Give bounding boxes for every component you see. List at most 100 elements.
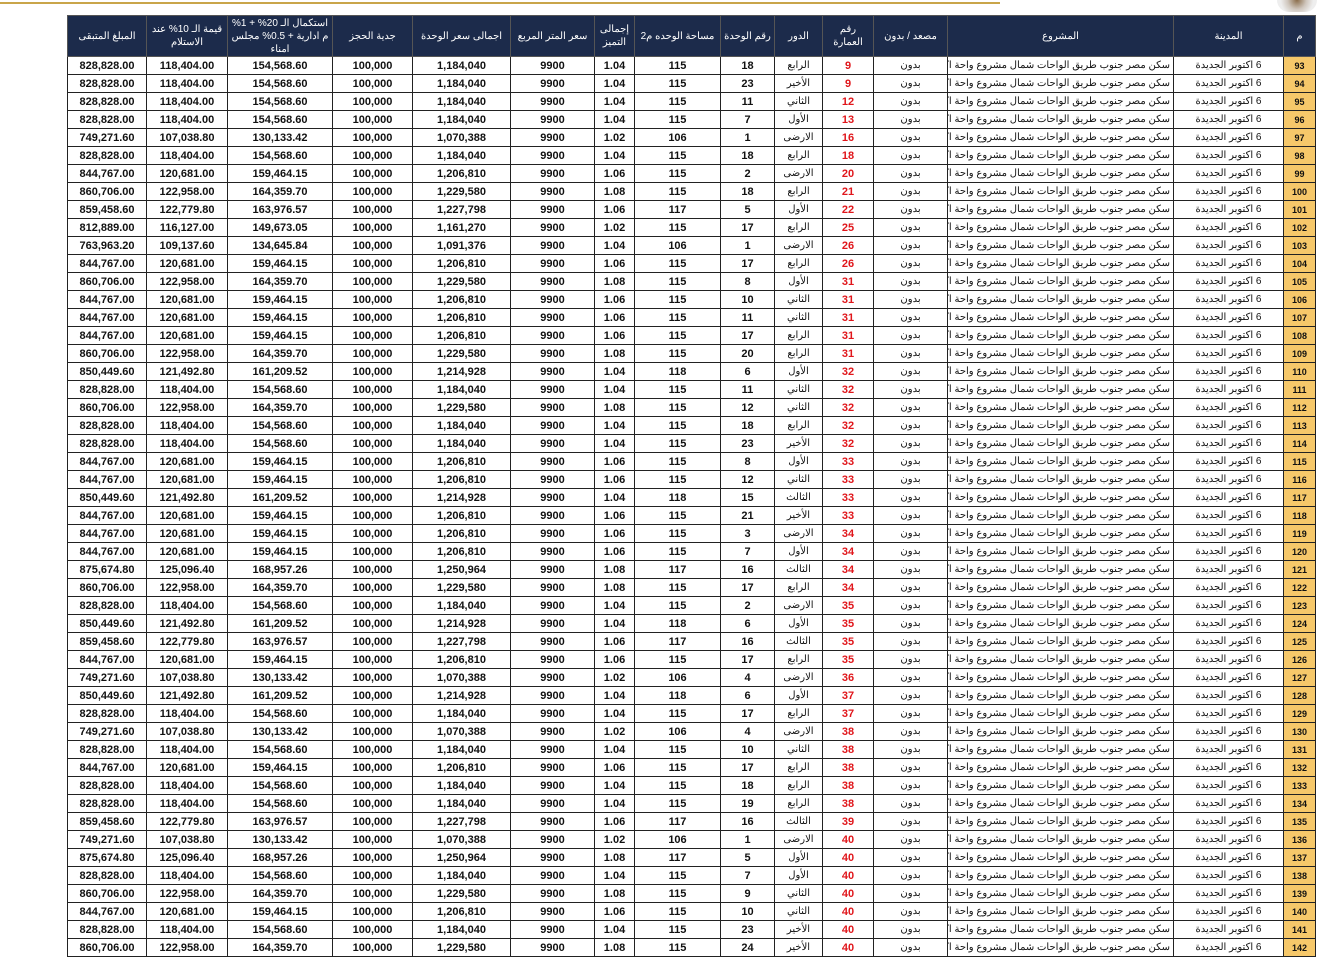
cell-completion-payment[interactable]: 159,464.15	[227, 164, 333, 183]
cell-unit-no[interactable]: 12	[720, 470, 775, 489]
cell-total-unit-price[interactable]: 1,206,810	[412, 524, 511, 543]
cell-elevator[interactable]: بدون	[873, 794, 948, 813]
cell-price-per-meter[interactable]: 9900	[510, 578, 595, 597]
cell-project[interactable]: سكن مصر جنوب طريق الواحات شمال مشروع واح…	[947, 578, 1174, 597]
cell-unit-no[interactable]: 3	[720, 524, 775, 543]
cell-floor[interactable]: الأول	[774, 200, 823, 219]
table-row[interactable]: 136 6 اكتوبر الجديدة سكن مصر جنوب طريق الو…	[67, 830, 1316, 849]
cell-unit-area[interactable]: 115	[634, 164, 721, 183]
cell-total-unit-price[interactable]: 1,184,040	[412, 380, 511, 399]
cell-remaining-amount[interactable]: 859,458.60	[67, 812, 147, 831]
cell-city[interactable]: 6 اكتوبر الجديدة	[1173, 758, 1284, 777]
cell-remaining-amount[interactable]: 850,449.60	[67, 686, 147, 705]
cell-index[interactable]: 98	[1283, 146, 1316, 165]
cell-total-unit-price[interactable]: 1,229,580	[412, 884, 511, 903]
table-row[interactable]: 131 6 اكتوبر الجديدة سكن مصر جنوب طريق الو…	[67, 740, 1316, 759]
cell-premium-factor[interactable]: 1.08	[594, 272, 635, 291]
cell-completion-payment[interactable]: 164,359.70	[227, 578, 333, 597]
cell-booking-deposit[interactable]: 100,000	[332, 596, 413, 615]
cell-floor[interactable]: الأخير	[774, 920, 823, 939]
cell-total-unit-price[interactable]: 1,214,928	[412, 362, 511, 381]
cell-elevator[interactable]: بدون	[873, 434, 948, 453]
table-row[interactable]: 138 6 اكتوبر الجديدة سكن مصر جنوب طريق الو…	[67, 866, 1316, 885]
cell-completion-payment[interactable]: 154,568.60	[227, 776, 333, 795]
cell-booking-deposit[interactable]: 100,000	[332, 326, 413, 345]
cell-booking-deposit[interactable]: 100,000	[332, 290, 413, 309]
cell-completion-payment[interactable]: 168,957.26	[227, 848, 333, 867]
cell-unit-no[interactable]: 18	[720, 416, 775, 435]
cell-index[interactable]: 116	[1283, 470, 1316, 489]
cell-project[interactable]: سكن مصر جنوب طريق الواحات شمال مشروع واح…	[947, 776, 1174, 795]
cell-building-no[interactable]: 31	[822, 326, 874, 345]
cell-city[interactable]: 6 اكتوبر الجديدة	[1173, 722, 1284, 741]
table-row[interactable]: 120 6 اكتوبر الجديدة سكن مصر جنوب طريق الو…	[67, 542, 1316, 561]
cell-handover-10-percent[interactable]: 121,492.80	[146, 488, 228, 507]
cell-unit-area[interactable]: 115	[634, 146, 721, 165]
table-row[interactable]: 116 6 اكتوبر الجديدة سكن مصر جنوب طريق الو…	[67, 470, 1316, 489]
cell-elevator[interactable]: بدون	[873, 704, 948, 723]
cell-total-unit-price[interactable]: 1,184,040	[412, 416, 511, 435]
cell-total-unit-price[interactable]: 1,206,810	[412, 758, 511, 777]
cell-booking-deposit[interactable]: 100,000	[332, 686, 413, 705]
cell-price-per-meter[interactable]: 9900	[510, 920, 595, 939]
table-row[interactable]: 109 6 اكتوبر الجديدة سكن مصر جنوب طريق الو…	[67, 344, 1316, 363]
cell-project[interactable]: سكن مصر جنوب طريق الواحات شمال مشروع واح…	[947, 902, 1174, 921]
cell-premium-factor[interactable]: 1.06	[594, 164, 635, 183]
cell-floor[interactable]: الأول	[774, 362, 823, 381]
cell-total-unit-price[interactable]: 1,229,580	[412, 578, 511, 597]
cell-unit-no[interactable]: 24	[720, 938, 775, 957]
cell-unit-area[interactable]: 117	[634, 848, 721, 867]
cell-unit-no[interactable]: 5	[720, 848, 775, 867]
cell-completion-payment[interactable]: 164,359.70	[227, 884, 333, 903]
cell-city[interactable]: 6 اكتوبر الجديدة	[1173, 74, 1284, 93]
cell-building-no[interactable]: 40	[822, 848, 874, 867]
cell-elevator[interactable]: بدون	[873, 254, 948, 273]
cell-booking-deposit[interactable]: 100,000	[332, 92, 413, 111]
cell-booking-deposit[interactable]: 100,000	[332, 794, 413, 813]
cell-remaining-amount[interactable]: 828,828.00	[67, 704, 147, 723]
cell-unit-area[interactable]: 115	[634, 290, 721, 309]
cell-remaining-amount[interactable]: 828,828.00	[67, 434, 147, 453]
cell-price-per-meter[interactable]: 9900	[510, 632, 595, 651]
cell-completion-payment[interactable]: 154,568.60	[227, 416, 333, 435]
table-row[interactable]: 115 6 اكتوبر الجديدة سكن مصر جنوب طريق الو…	[67, 452, 1316, 471]
cell-handover-10-percent[interactable]: 121,492.80	[146, 362, 228, 381]
cell-unit-no[interactable]: 12	[720, 398, 775, 417]
cell-price-per-meter[interactable]: 9900	[510, 650, 595, 669]
table-row[interactable]: 129 6 اكتوبر الجديدة سكن مصر جنوب طريق الو…	[67, 704, 1316, 723]
cell-project[interactable]: سكن مصر جنوب طريق الواحات شمال مشروع واح…	[947, 200, 1174, 219]
cell-unit-area[interactable]: 115	[634, 740, 721, 759]
cell-price-per-meter[interactable]: 9900	[510, 146, 595, 165]
cell-handover-10-percent[interactable]: 120,681.00	[146, 506, 228, 525]
cell-unit-area[interactable]: 115	[634, 218, 721, 237]
cell-index[interactable]: 142	[1283, 938, 1316, 957]
cell-floor[interactable]: الثاني	[774, 380, 823, 399]
cell-city[interactable]: 6 اكتوبر الجديدة	[1173, 560, 1284, 579]
table-row[interactable]: 111 6 اكتوبر الجديدة سكن مصر جنوب طريق الو…	[67, 380, 1316, 399]
cell-building-no[interactable]: 36	[822, 668, 874, 687]
cell-project[interactable]: سكن مصر جنوب طريق الواحات شمال مشروع واح…	[947, 434, 1174, 453]
cell-project[interactable]: سكن مصر جنوب طريق الواحات شمال مشروع واح…	[947, 416, 1174, 435]
cell-remaining-amount[interactable]: 844,767.00	[67, 650, 147, 669]
cell-index[interactable]: 137	[1283, 848, 1316, 867]
cell-remaining-amount[interactable]: 850,449.60	[67, 488, 147, 507]
cell-index[interactable]: 96	[1283, 110, 1316, 129]
cell-unit-no[interactable]: 15	[720, 488, 775, 507]
cell-total-unit-price[interactable]: 1,184,040	[412, 794, 511, 813]
cell-handover-10-percent[interactable]: 107,038.80	[146, 722, 228, 741]
cell-city[interactable]: 6 اكتوبر الجديدة	[1173, 326, 1284, 345]
cell-handover-10-percent[interactable]: 122,958.00	[146, 344, 228, 363]
cell-remaining-amount[interactable]: 749,271.60	[67, 830, 147, 849]
cell-elevator[interactable]: بدون	[873, 632, 948, 651]
cell-elevator[interactable]: بدون	[873, 848, 948, 867]
table-row[interactable]: 106 6 اكتوبر الجديدة سكن مصر جنوب طريق الو…	[67, 290, 1316, 309]
cell-building-no[interactable]: 31	[822, 308, 874, 327]
cell-unit-no[interactable]: 1	[720, 830, 775, 849]
cell-total-unit-price[interactable]: 1,206,810	[412, 542, 511, 561]
cell-booking-deposit[interactable]: 100,000	[332, 758, 413, 777]
cell-index[interactable]: 113	[1283, 416, 1316, 435]
cell-unit-area[interactable]: 117	[634, 560, 721, 579]
cell-building-no[interactable]: 37	[822, 704, 874, 723]
cell-booking-deposit[interactable]: 100,000	[332, 632, 413, 651]
cell-building-no[interactable]: 34	[822, 578, 874, 597]
